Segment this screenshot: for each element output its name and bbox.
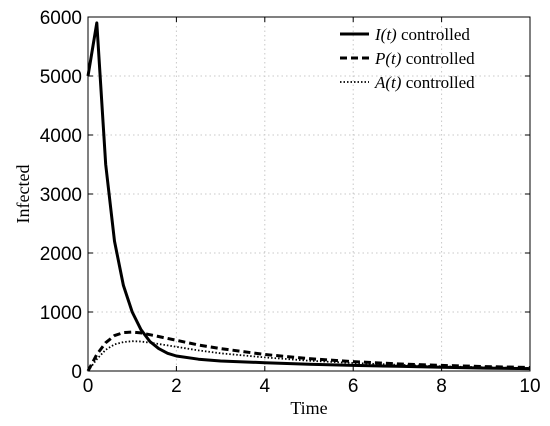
legend-label: A(t) controlled (374, 73, 475, 92)
legend-suffix: controlled (397, 25, 471, 44)
x-tick-label: 4 (260, 376, 271, 397)
ticks: 0 2 4 6 8 10 0 1000 2000 3000 4000 5000 6000 (40, 8, 541, 397)
grid (88, 17, 530, 371)
series-line-solid (86, 21, 531, 371)
x-axis-title: Time (290, 398, 327, 418)
y-tick-label: 0 (71, 362, 82, 383)
y-axis-title: Infected (13, 165, 33, 224)
legend-label: I(t) controlled (374, 25, 470, 44)
y-tick-label: 3000 (40, 185, 82, 206)
y-tick-label: 6000 (40, 8, 82, 29)
y-tick-label: 4000 (40, 126, 82, 147)
legend-variable: P(t) (374, 49, 402, 68)
series-line-dotted (87, 340, 531, 372)
y-tick-label: 2000 (40, 244, 82, 265)
legend-suffix: controlled (401, 73, 475, 92)
y-tick-label: 1000 (40, 303, 82, 324)
x-tick-label: 10 (519, 376, 540, 397)
y-tick-label: 5000 (40, 67, 82, 88)
legend-variable: I(t) (374, 25, 397, 44)
legend-variable: A(t) (374, 73, 402, 92)
x-tick-label: 6 (348, 376, 359, 397)
x-tick-label: 0 (83, 376, 94, 397)
legend-suffix: controlled (401, 49, 475, 68)
series-group (86, 21, 531, 372)
x-tick-label: 8 (436, 376, 447, 397)
legend-label: P(t) controlled (374, 49, 475, 68)
x-tick-label: 2 (171, 376, 182, 397)
